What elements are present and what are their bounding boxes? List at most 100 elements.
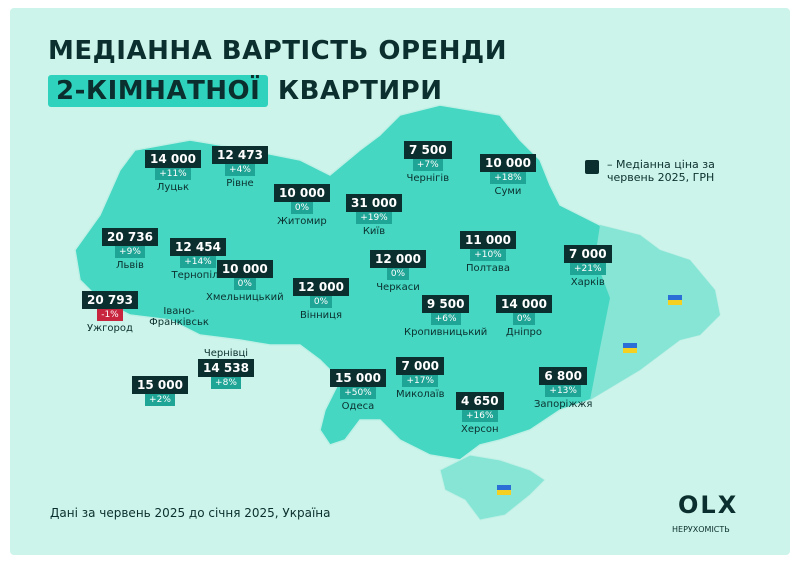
city-name: Чернівці: [203, 348, 249, 359]
price-box: 10 000: [216, 260, 273, 278]
city-name: Херсон: [461, 424, 499, 435]
city-label: 12 000 0% Вінниця: [293, 278, 349, 321]
city-name: Хмельницький: [206, 292, 284, 303]
city-label: 15 000 +50% Одеса: [330, 369, 386, 412]
panel: МЕДІАННА ВАРТІСТЬ ОРЕНДИ 2-КІМНАТНОЇ КВА…: [10, 8, 790, 555]
logo-sub: НЕРУХОМІСТЬ: [672, 525, 730, 534]
change-box: +21%: [570, 263, 606, 275]
city-label: 6 800 +13% Запоріжжя: [534, 367, 592, 410]
city-name: Житомир: [277, 216, 327, 227]
change-box: +19%: [356, 212, 392, 224]
city-name: Чернігів: [406, 173, 450, 184]
price-box: 14 000: [145, 150, 201, 168]
flag: [497, 485, 511, 495]
legend: – Медіанна ціна за червень 2025, ГРН: [585, 158, 757, 184]
change-box: 0%: [309, 296, 333, 308]
footnote: Дані за червень 2025 до січня 2025, Укра…: [50, 506, 331, 520]
price-box: 12 000: [370, 250, 426, 268]
change-box: 0%: [512, 313, 536, 325]
change-box: 0%: [386, 268, 410, 280]
price-box: 14 538: [198, 359, 254, 377]
city-name: Полтава: [465, 263, 510, 274]
change-box: 0%: [290, 202, 314, 214]
change-box: +13%: [545, 385, 581, 397]
city-name: Дніпро: [505, 327, 543, 338]
city-label: 10 000 +18% Суми: [480, 154, 536, 197]
legend-label: – Медіанна ціна за червень 2025, ГРН: [607, 158, 715, 184]
city-label: 12 473 +4% Рівне: [212, 146, 268, 189]
city-label: 7 500 +7% Чернігів: [404, 141, 452, 184]
city-name: Івано-Франківськ: [149, 306, 209, 328]
city-label: 7 000 +21% Харків: [564, 245, 612, 288]
price-box: 12 473: [212, 146, 268, 164]
city-label: 11 000 +10% Полтава: [460, 231, 516, 274]
change-box: +8%: [211, 377, 241, 389]
city-label: 31 000 +19% Київ: [346, 194, 402, 237]
price-box: 7 000: [396, 357, 445, 375]
city-name: Миколаїв: [396, 389, 445, 400]
change-box: +14%: [180, 256, 216, 268]
change-box: +7%: [412, 159, 443, 171]
price-box: 7 000: [564, 245, 612, 263]
occupied-east: [590, 225, 720, 400]
city-name: Ужгород: [87, 323, 133, 334]
city-label: 12 454 +14% Тернопіль: [170, 238, 226, 281]
change-box: +11%: [155, 168, 191, 180]
change-box: +6%: [430, 313, 461, 325]
city-label: 10 000 0% Хмельницький: [206, 260, 284, 303]
city-name: Кропивницький: [404, 327, 488, 338]
title-rest: КВАРТИРИ: [277, 76, 443, 106]
city-name: Вінниця: [299, 310, 342, 321]
price-box: 20 793: [82, 291, 138, 309]
change-box: +18%: [490, 172, 526, 184]
price-box: 31 000: [346, 194, 402, 212]
price-box: 15 000: [330, 369, 386, 387]
flag: [623, 343, 637, 353]
city-label: 20 793 -1% Ужгород: [82, 291, 138, 334]
change-box: -1%: [97, 309, 123, 321]
flag: [668, 295, 682, 305]
change-box: +4%: [225, 164, 255, 176]
legend-swatch: [585, 160, 599, 174]
city-name: Львів: [115, 260, 144, 271]
change-box: +9%: [115, 246, 145, 258]
price-box: 15 000: [132, 376, 188, 394]
city-name: Київ: [362, 226, 386, 237]
price-box: 12 454: [170, 238, 226, 256]
change-box: 0%: [233, 278, 256, 290]
city-label: Чернівці 14 538 +8%: [198, 346, 254, 389]
city-name: Луцьк: [156, 182, 190, 193]
city-label: 12 000 0% Черкаси: [370, 250, 426, 293]
city-name: Харків: [570, 277, 605, 288]
city-name: Запоріжжя: [534, 399, 593, 410]
price-box: 14 000: [496, 295, 552, 313]
title-highlight: 2-КІМНАТНОЇ: [48, 75, 269, 107]
crimea: [439, 454, 546, 521]
price-box: 7 500: [404, 141, 452, 159]
logo: OLX: [678, 491, 739, 519]
city-label: 14 000 0% Дніпро: [496, 295, 552, 338]
city-name: Одеса: [341, 401, 375, 412]
city-label: 20 736 +9% Львів: [102, 228, 158, 271]
price-box: 20 736: [102, 228, 158, 246]
city-label: 14 000 +11% Луцьк: [145, 150, 201, 193]
city-name: Тернопіль: [171, 270, 225, 281]
title-line: 2-КІМНАТНОЇ КВАРТИРИ: [48, 75, 443, 107]
city-name: Суми: [494, 186, 522, 197]
city-label: 10 000 0% Житомир: [274, 184, 330, 227]
city-name: Черкаси: [376, 282, 420, 293]
city-label: 4 650 +16% Херсон: [456, 392, 504, 435]
title: МЕДІАННА ВАРТІСТЬ ОРЕНДИ: [48, 36, 507, 66]
price-box: 10 000: [274, 184, 330, 202]
change-box: +2%: [145, 394, 175, 406]
price-box: 11 000: [460, 231, 516, 249]
change-box: +50%: [340, 387, 376, 399]
city-label: 7 000 +17% Миколаїв: [396, 357, 444, 400]
city-label: 15 000 +2% Івано-Франківськ: [132, 306, 209, 406]
change-box: +17%: [402, 375, 439, 387]
change-box: +16%: [462, 410, 498, 422]
city-name: Рівне: [226, 178, 254, 189]
price-box: 10 000: [480, 154, 536, 172]
city-label: 9 500 +6% Кропивницький: [404, 295, 487, 338]
